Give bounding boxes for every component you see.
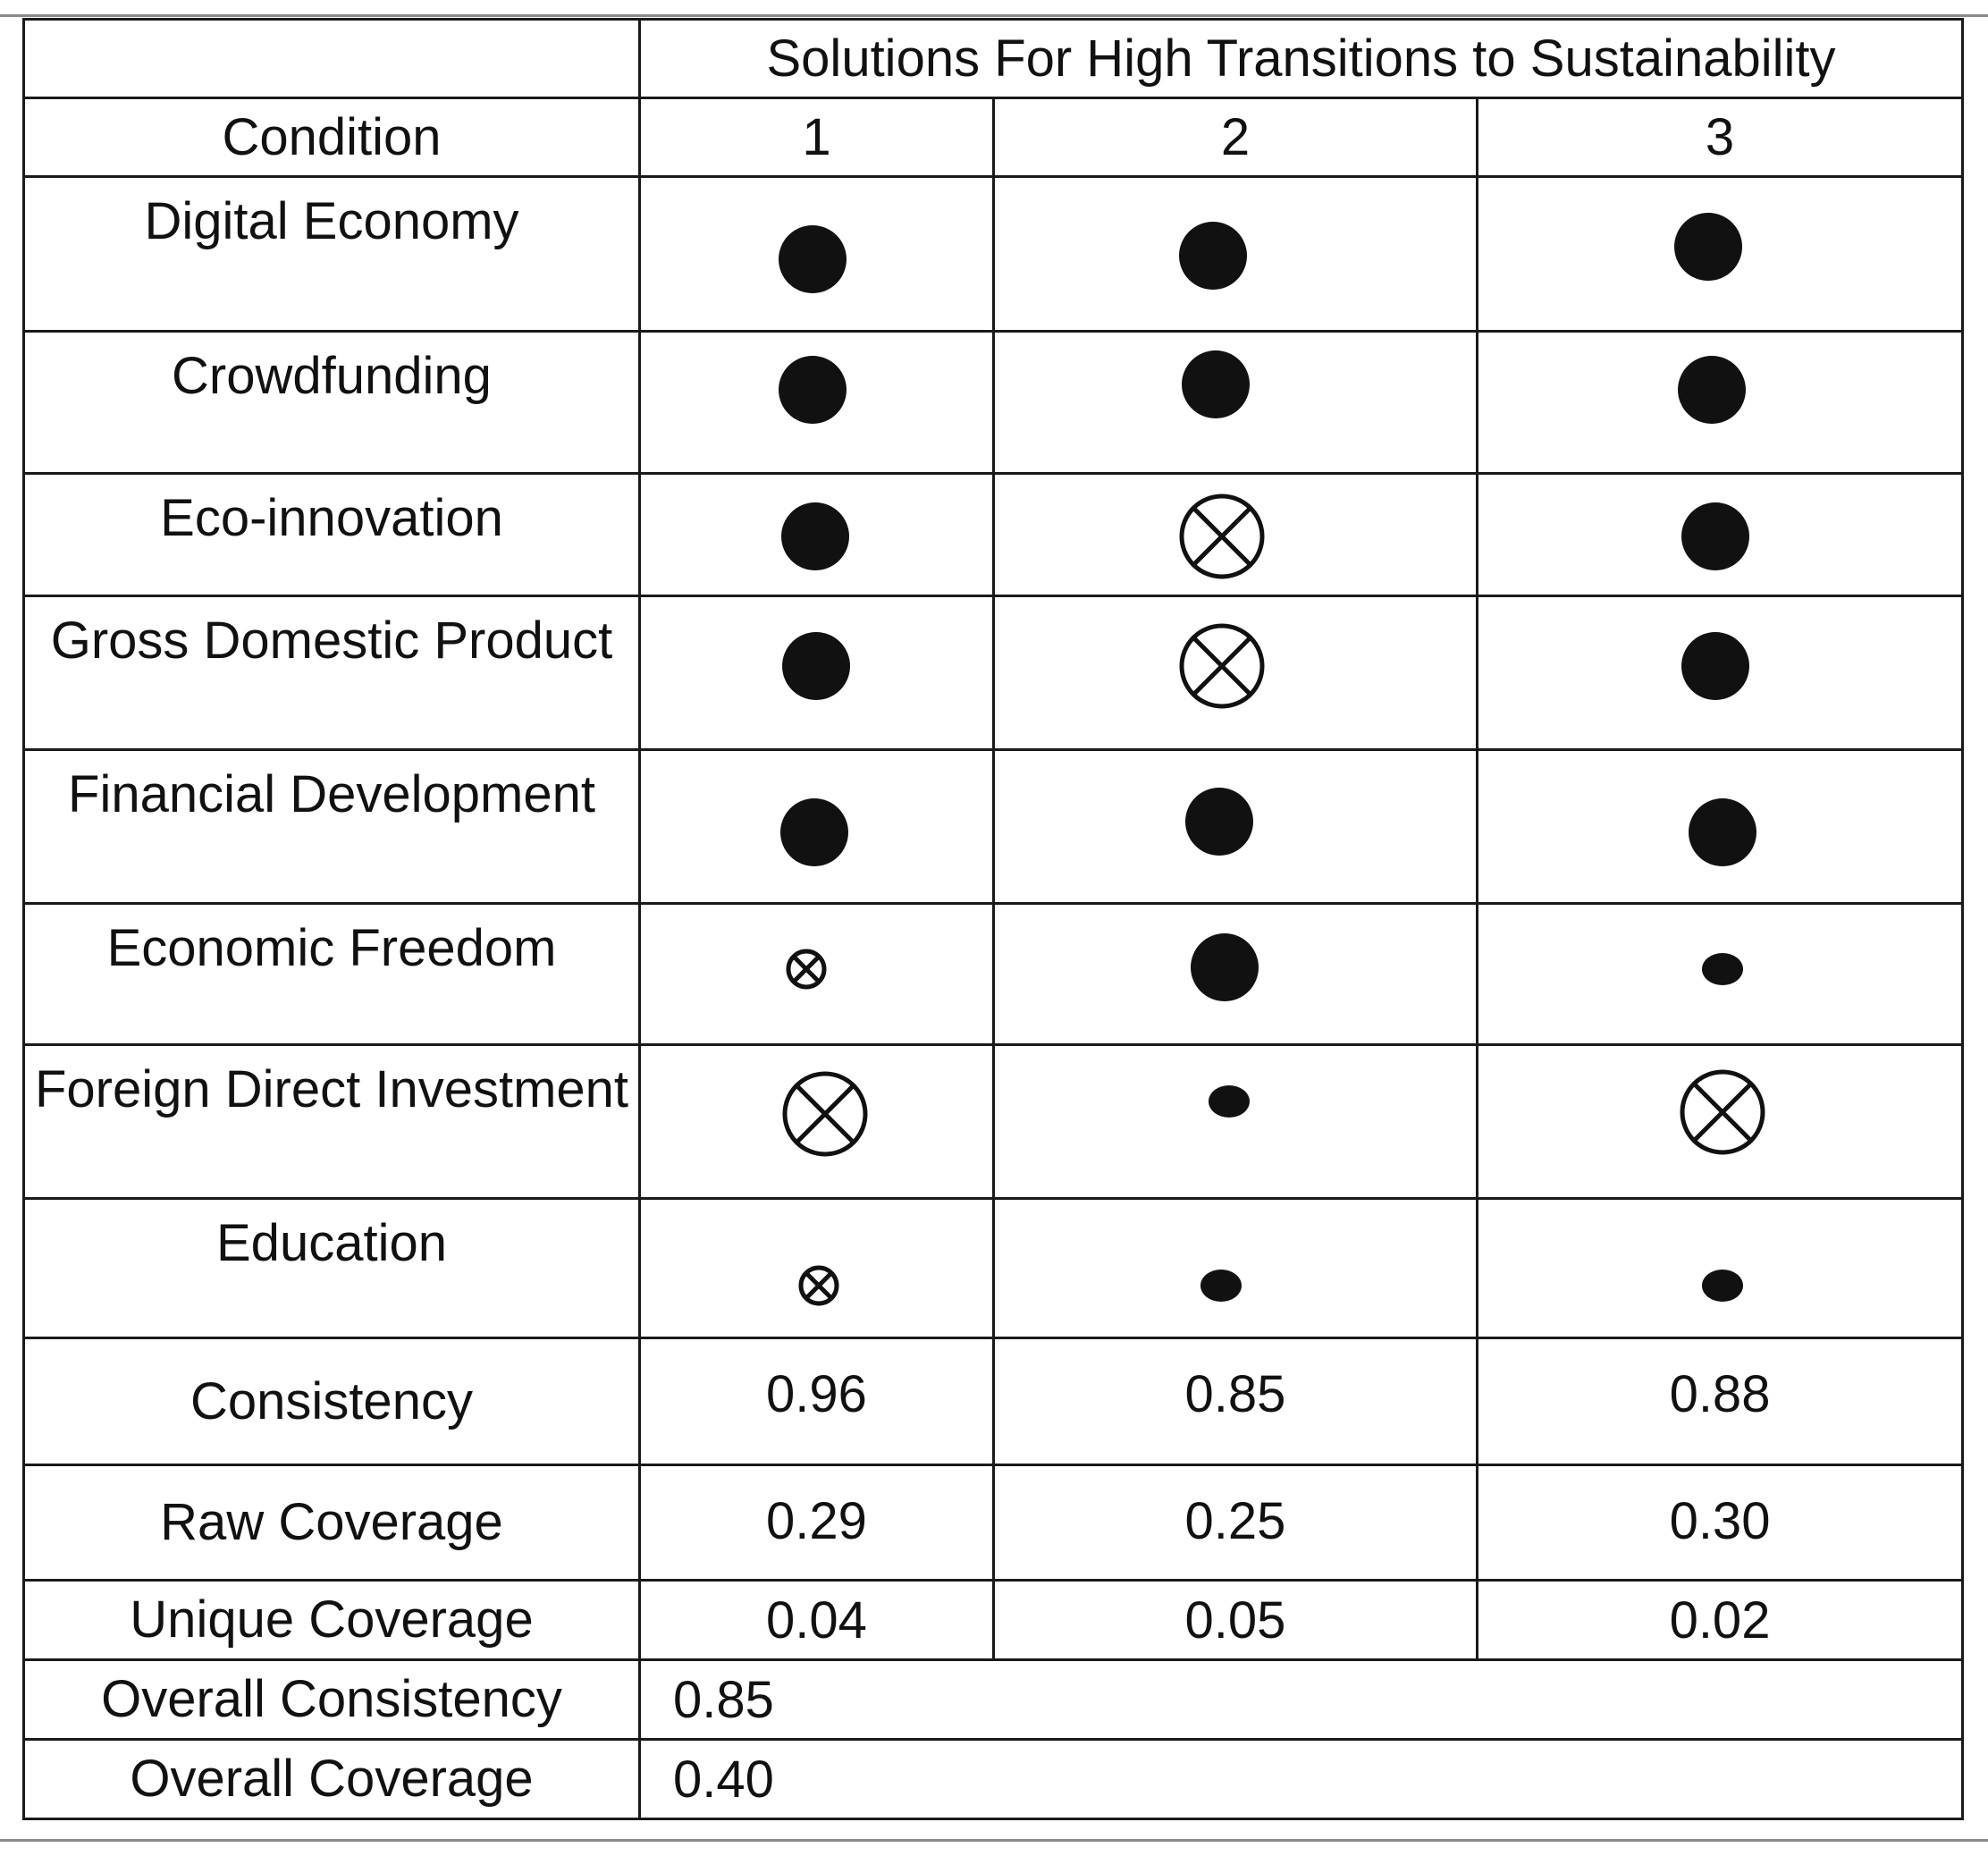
metric-value: 0.88: [1475, 1337, 1965, 1466]
column-header-row: Condition 1 2 3: [22, 97, 1965, 178]
metric-value: 0.04: [638, 1579, 995, 1661]
metric-row-consistency: Consistency 0.96 0.85 0.88: [22, 1337, 1965, 1466]
mark-cell: [992, 1197, 1478, 1339]
metric-label: Raw Coverage: [22, 1464, 641, 1582]
mark-cell: [1475, 330, 1965, 475]
overall-coverage-value: 0.40: [637, 1738, 1965, 1820]
mark-cell: [1475, 748, 1965, 905]
mark-cell: [992, 902, 1478, 1046]
condition-label: Gross Domestic Product: [22, 595, 641, 751]
mark-cell: [1475, 595, 1965, 751]
core-present-mark: [1179, 222, 1247, 290]
mark-cell: [992, 595, 1478, 751]
mark-cell: [1475, 1043, 1965, 1200]
condition-label: Financial Development: [22, 748, 641, 905]
table-title: Solutions For High Transitions to Sustai…: [637, 18, 1965, 99]
condition-label: Foreign Direct Investment: [22, 1043, 641, 1200]
core-absent-mark: [1179, 494, 1265, 579]
mark-cell: [1475, 175, 1965, 333]
core-present-mark: [778, 356, 847, 424]
mark-cell: [992, 330, 1478, 475]
top-rule: [0, 14, 1988, 17]
metric-row-raw-coverage: Raw Coverage 0.29 0.25 0.30: [22, 1464, 1965, 1582]
core-present-mark: [781, 631, 850, 700]
condition-row-education: Education: [22, 1197, 1965, 1339]
metric-row-unique-coverage: Unique Coverage 0.04 0.05 0.02: [22, 1579, 1965, 1661]
bottom-rule: [0, 1839, 1988, 1842]
core-absent-mark: [782, 1071, 867, 1156]
condition-label: Education: [22, 1197, 641, 1339]
condition-row-economic-freedom: Economic Freedom: [22, 902, 1965, 1046]
core-present-mark: [1674, 213, 1742, 281]
mark-cell: [1475, 1197, 1965, 1339]
core-present-mark: [780, 502, 849, 570]
mark-cell: [638, 748, 995, 905]
condition-row-eco-innovation: Eco-innovation: [22, 472, 1965, 597]
core-absent-mark: [1680, 1069, 1765, 1154]
metric-value: 0.29: [638, 1464, 995, 1582]
core-present-mark: [1678, 356, 1746, 424]
overall-consistency-row: Overall Consistency 0.85: [22, 1658, 1965, 1741]
condition-row-gross-domestic-product: Gross Domestic Product: [22, 595, 1965, 751]
core-present-mark: [1185, 787, 1253, 856]
solution-2-header: 2: [992, 97, 1478, 178]
peripheral-present-mark: [1200, 1269, 1242, 1302]
mark-cell: [638, 595, 995, 751]
condition-label: Digital Economy: [22, 175, 641, 333]
metric-value: 0.25: [992, 1464, 1478, 1582]
peripheral-absent-mark: [786, 949, 826, 989]
mark-cell: [992, 748, 1478, 905]
metric-value: 0.05: [992, 1579, 1478, 1661]
mark-cell: [638, 1043, 995, 1200]
mark-cell: [992, 472, 1478, 597]
mark-cell: [638, 472, 995, 597]
peripheral-present-mark: [1702, 1269, 1743, 1302]
peripheral-present-mark: [1209, 1084, 1250, 1118]
mark-cell: [638, 175, 995, 333]
mark-cell: [638, 1197, 995, 1339]
condition-label: Crowdfunding: [22, 330, 641, 475]
title-row: Solutions For High Transitions to Sustai…: [22, 18, 1965, 99]
overall-coverage-label: Overall Coverage: [22, 1738, 641, 1820]
metric-value: 0.30: [1475, 1464, 1965, 1582]
core-present-mark: [779, 797, 848, 866]
overall-consistency-label: Overall Consistency: [22, 1658, 641, 1741]
metric-label: Consistency: [22, 1337, 641, 1466]
mark-cell: [1475, 472, 1965, 597]
mark-cell: [1475, 902, 1965, 1046]
condition-row-digital-economy: Digital Economy: [22, 175, 1965, 333]
overall-consistency-value: 0.85: [637, 1658, 1965, 1741]
corner-cell: [22, 18, 641, 99]
core-present-mark: [1182, 350, 1250, 418]
peripheral-present-mark: [1702, 952, 1743, 985]
solutions-table: Solutions For High Transitions to Sustai…: [22, 18, 1965, 1820]
metric-value: 0.02: [1475, 1579, 1965, 1661]
condition-row-crowdfunding: Crowdfunding: [22, 330, 1965, 475]
condition-row-financial-development: Financial Development: [22, 748, 1965, 905]
overall-coverage-row: Overall Coverage 0.40: [22, 1738, 1965, 1820]
mark-cell: [992, 1043, 1478, 1200]
core-absent-mark: [1179, 623, 1265, 708]
condition-label: Eco-innovation: [22, 472, 641, 597]
core-present-mark: [778, 225, 847, 293]
metric-label: Unique Coverage: [22, 1579, 641, 1661]
core-present-mark: [1191, 932, 1259, 1001]
condition-row-foreign-direct-investment: Foreign Direct Investment: [22, 1043, 1965, 1200]
core-present-mark: [1681, 631, 1749, 700]
core-present-mark: [1689, 797, 1756, 866]
mark-cell: [638, 330, 995, 475]
core-present-mark: [1681, 502, 1749, 570]
solution-1-header: 1: [638, 97, 995, 178]
metric-value: 0.96: [638, 1337, 995, 1466]
peripheral-absent-mark: [798, 1265, 838, 1305]
condition-header: Condition: [22, 97, 641, 178]
mark-cell: [992, 175, 1478, 333]
mark-cell: [638, 902, 995, 1046]
metric-value: 0.85: [992, 1337, 1478, 1466]
solution-3-header: 3: [1475, 97, 1965, 178]
condition-label: Economic Freedom: [22, 902, 641, 1046]
